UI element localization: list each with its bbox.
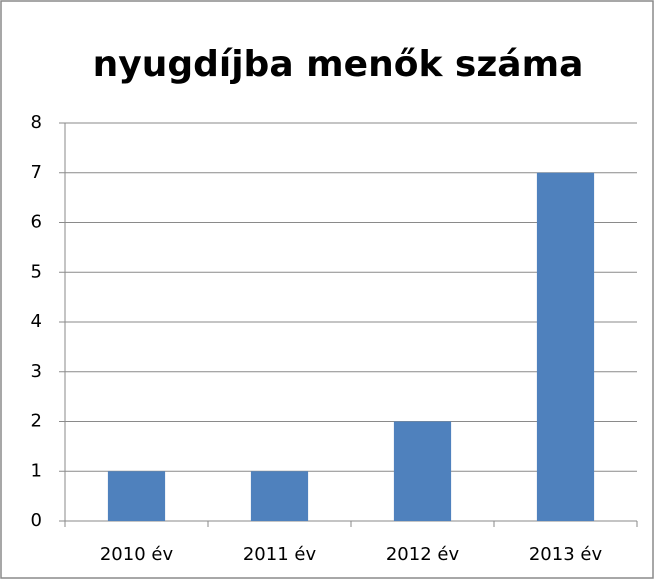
y-tick-label: 0 — [31, 510, 42, 531]
x-tick-label: 2010 év — [100, 544, 174, 565]
y-tick-label: 2 — [31, 411, 42, 432]
bar — [250, 471, 309, 521]
y-tick-label: 4 — [31, 311, 42, 332]
y-tick-label: 3 — [31, 361, 42, 382]
x-tick-label: 2012 év — [386, 544, 460, 565]
bar — [107, 471, 166, 521]
y-tick-label: 8 — [31, 112, 42, 133]
bar — [393, 421, 452, 521]
y-tick-label: 5 — [31, 261, 42, 282]
y-tick-label: 6 — [31, 212, 42, 233]
x-tick-label: 2011 év — [243, 544, 317, 565]
y-tick-label: 1 — [31, 460, 42, 481]
x-tick-label: 2013 év — [529, 544, 603, 565]
y-tick-label: 7 — [31, 162, 42, 183]
bar — [536, 172, 595, 521]
chart-title: nyugdíjba menők száma — [93, 44, 584, 85]
